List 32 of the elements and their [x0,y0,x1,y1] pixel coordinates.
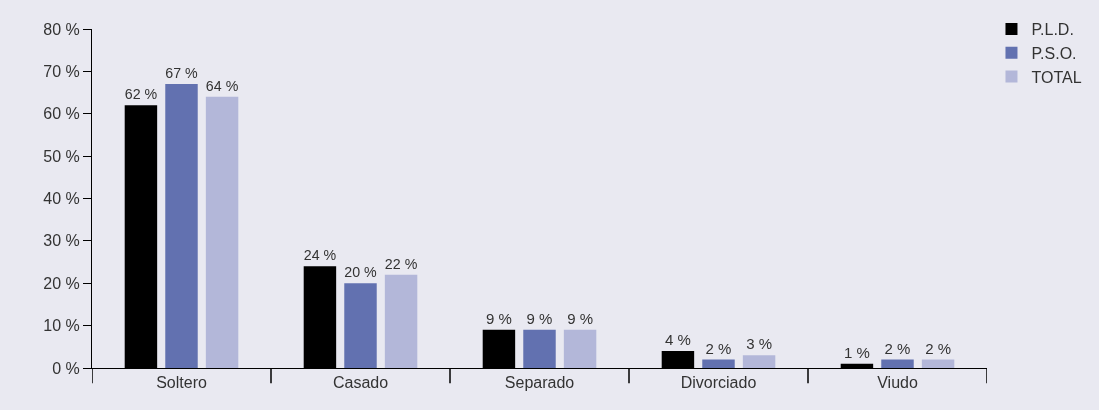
data-label: 9 % [526,309,553,327]
legend-label: P.S.O. [1031,44,1077,62]
y-tick-label: 80 % [43,20,80,38]
y-tick-label: 0 % [52,359,80,377]
y-tick-label: 50 % [43,147,80,165]
legend-label: TOTAL [1031,68,1082,86]
legend-label: P.L.D. [1031,21,1074,39]
data-label: 9 % [486,309,512,327]
y-tick-label: 40 % [43,190,80,208]
data-label: 24 % [303,247,337,264]
data-label: 64 % [205,77,239,94]
data-label: 22 % [384,255,418,272]
y-tick-label: 60 % [43,105,80,123]
data-label: 9 % [567,309,593,327]
data-label: 1 % [844,343,870,361]
data-label: 4 % [665,331,691,349]
data-label: 2 % [925,339,951,357]
y-tick-label: 30 % [43,232,80,250]
y-tick-label: 70 % [43,62,80,80]
data-label: 3 % [746,335,772,353]
y-tick-label: 20 % [43,274,80,292]
y-tick-label: 10 % [43,317,80,335]
x-tick-label: Soltero [156,374,207,392]
x-tick-label: Viudo [877,374,918,392]
x-tick-label: Separado [504,374,575,392]
data-label: 62 % [124,86,158,103]
data-label: 2 % [884,339,911,357]
x-tick-label: Divorciado [680,374,757,392]
data-label: 67 % [165,65,199,82]
data-label: 20 % [344,264,378,281]
x-tick-label: Casado [332,374,389,392]
data-label: 2 % [705,339,732,357]
